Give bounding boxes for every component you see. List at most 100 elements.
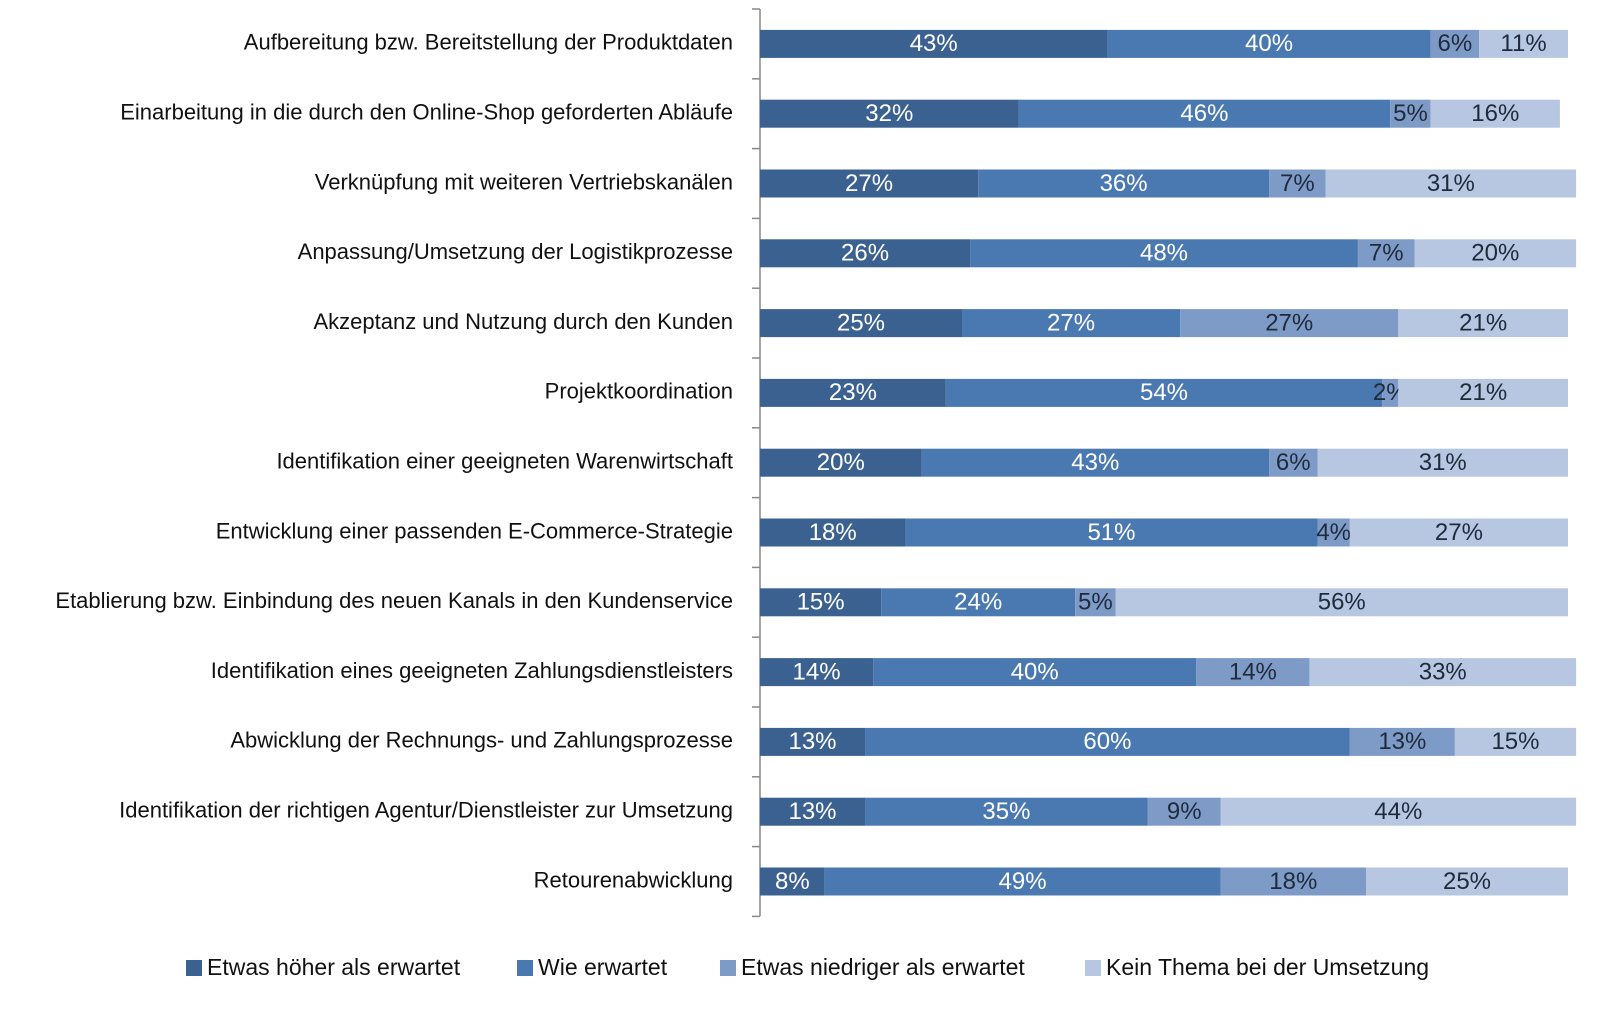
value-label: 8%: [775, 868, 810, 895]
value-label: 18%: [1269, 868, 1317, 895]
value-label: 6%: [1276, 449, 1311, 476]
bar-segment: [1398, 378, 1568, 407]
bar-segment: [1382, 378, 1399, 407]
bar-segment: [1366, 867, 1568, 896]
bar-segment: [1107, 29, 1431, 58]
category-label: Akzeptanz und Nutzung durch den Kunden: [313, 309, 733, 334]
bar-segment: [760, 99, 1019, 128]
value-label: 4%: [1316, 519, 1351, 546]
bar-segment: [1220, 867, 1366, 896]
bar-segment: [865, 797, 1148, 826]
value-label: 20%: [817, 449, 865, 476]
value-label: 25%: [1443, 868, 1491, 895]
category-label: Projektkoordination: [545, 379, 733, 404]
value-label: 21%: [1459, 379, 1507, 406]
bar-segment: [970, 239, 1358, 268]
bar-segment: [1317, 448, 1568, 477]
value-label: 33%: [1419, 658, 1467, 685]
value-label: 11%: [1500, 30, 1546, 57]
bar-segment: [760, 658, 874, 687]
bar-segment: [1115, 588, 1568, 617]
value-label: 14%: [1229, 658, 1277, 685]
bar-segment: [1325, 169, 1577, 198]
bar-segment: [1430, 99, 1560, 128]
value-label: 13%: [788, 798, 836, 825]
value-label: 24%: [954, 589, 1002, 616]
legend-swatch: [720, 960, 736, 976]
bar-segment: [881, 588, 1076, 617]
category-label: Identifikation eines geeigneten Zahlungs…: [211, 658, 733, 683]
value-label: 5%: [1393, 100, 1428, 127]
legend-label: Kein Thema bei der Umsetzung: [1106, 954, 1429, 980]
legend-label: Etwas niedriger als erwartet: [741, 954, 1025, 980]
category-label: Aufbereitung bzw. Bereitstellung der Pro…: [244, 30, 733, 55]
value-label: 13%: [1378, 728, 1426, 755]
bar-segment: [1414, 239, 1577, 268]
category-label: Identifikation der richtigen Agentur/Die…: [119, 798, 733, 823]
legend-label: Wie erwartet: [538, 954, 668, 980]
bar-segment: [873, 658, 1197, 687]
value-label: 7%: [1280, 170, 1315, 197]
bar-segment: [1430, 29, 1480, 58]
bar-segment: [865, 727, 1350, 756]
bar-segment: [1317, 518, 1350, 547]
bar-segment: [1269, 448, 1318, 477]
legend-label: Etwas höher als erwartet: [207, 954, 461, 980]
bar-segment: [760, 309, 962, 338]
value-label: 46%: [1180, 100, 1228, 127]
value-label: 27%: [845, 170, 893, 197]
bar-segment: [1479, 29, 1568, 58]
bar-segment: [760, 239, 971, 268]
category-label: Etablierung bzw. Einbindung des neuen Ka…: [55, 588, 733, 613]
value-label: 13%: [788, 728, 836, 755]
value-label: 36%: [1100, 170, 1148, 197]
bar-segment: [1220, 797, 1577, 826]
category-label: Retourenabwicklung: [534, 867, 733, 892]
bar-segment: [1390, 99, 1431, 128]
bar-segment: [1309, 658, 1577, 687]
bar-segment: [1269, 169, 1326, 198]
bar-segment: [760, 29, 1108, 58]
value-label: 20%: [1471, 240, 1519, 267]
category-label: Anpassung/Umsetzung der Logistikprozesse: [298, 239, 733, 264]
legend-swatch: [517, 960, 533, 976]
bar-segment: [962, 309, 1181, 338]
bar-segment: [1180, 309, 1399, 338]
bar-segment: [1398, 309, 1568, 338]
value-label: 26%: [841, 240, 889, 267]
value-label: 48%: [1140, 240, 1188, 267]
value-label: 44%: [1374, 798, 1422, 825]
value-label: 43%: [1071, 449, 1119, 476]
value-label: 40%: [1011, 658, 1059, 685]
bar-segment: [1349, 727, 1455, 756]
value-label: 49%: [999, 868, 1047, 895]
bar-segment: [760, 797, 866, 826]
bar-segment: [945, 378, 1383, 407]
legend-swatch: [1085, 960, 1101, 976]
value-label: 54%: [1140, 379, 1188, 406]
value-label: 31%: [1419, 449, 1467, 476]
bar-segment: [1357, 239, 1415, 268]
value-label: 43%: [910, 30, 958, 57]
value-label: 14%: [793, 658, 841, 685]
bar-segment: [760, 588, 882, 617]
bar-segment: [760, 518, 906, 547]
bar-segment: [1349, 518, 1568, 547]
category-label: Identifikation einer geeigneten Warenwir…: [276, 449, 733, 474]
bar-segment: [1147, 797, 1221, 826]
value-label: 31%: [1427, 170, 1475, 197]
value-label: 15%: [1491, 728, 1539, 755]
value-label: 27%: [1435, 519, 1483, 546]
bar-segment: [760, 867, 825, 896]
value-label: 56%: [1318, 589, 1366, 616]
value-label: 51%: [1087, 519, 1135, 546]
value-label: 27%: [1265, 309, 1313, 336]
value-label: 27%: [1047, 309, 1095, 336]
value-label: 9%: [1167, 798, 1202, 825]
value-label: 16%: [1471, 100, 1519, 127]
value-label: 21%: [1459, 309, 1507, 336]
value-label: 5%: [1078, 589, 1113, 616]
bar-segment: [760, 448, 922, 477]
bar-segment: [1196, 658, 1310, 687]
